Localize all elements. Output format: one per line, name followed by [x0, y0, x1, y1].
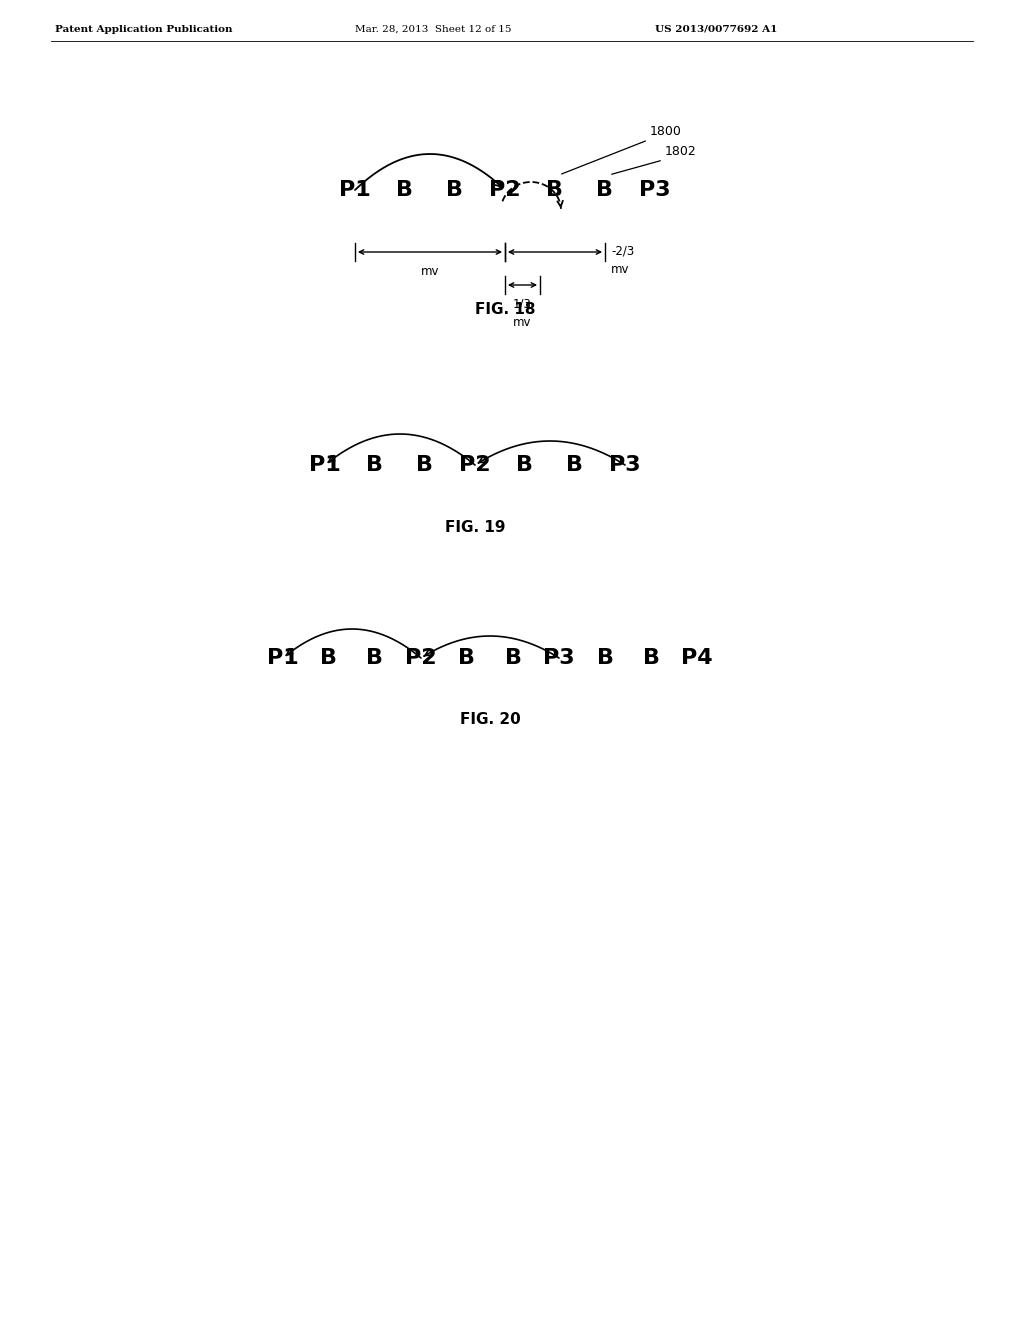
Text: FIG. 18: FIG. 18: [475, 302, 536, 318]
Text: B: B: [505, 648, 521, 668]
Text: mv: mv: [611, 264, 630, 276]
Text: B: B: [642, 648, 659, 668]
Text: 1/3: 1/3: [513, 298, 531, 312]
Text: B: B: [396, 180, 414, 201]
Text: P1: P1: [267, 648, 299, 668]
Text: P1: P1: [309, 455, 341, 475]
Text: P4: P4: [681, 648, 713, 668]
Text: B: B: [459, 648, 475, 668]
Text: B: B: [367, 648, 384, 668]
Text: P2: P2: [489, 180, 521, 201]
Text: B: B: [566, 455, 584, 475]
Text: B: B: [516, 455, 534, 475]
Text: FIG. 19: FIG. 19: [444, 520, 505, 536]
Text: P3: P3: [639, 180, 671, 201]
Text: B: B: [446, 180, 464, 201]
Text: P2: P2: [406, 648, 437, 668]
Text: mv: mv: [421, 265, 439, 279]
Text: B: B: [417, 455, 433, 475]
Text: mv: mv: [513, 315, 531, 329]
Text: US 2013/0077692 A1: US 2013/0077692 A1: [655, 25, 777, 34]
Text: Mar. 28, 2013  Sheet 12 of 15: Mar. 28, 2013 Sheet 12 of 15: [355, 25, 512, 34]
Text: B: B: [597, 180, 613, 201]
Text: 1800: 1800: [650, 125, 682, 139]
Text: Patent Application Publication: Patent Application Publication: [55, 25, 232, 34]
Text: P1: P1: [339, 180, 371, 201]
Text: B: B: [321, 648, 338, 668]
Text: B: B: [367, 455, 384, 475]
Text: 1802: 1802: [665, 145, 696, 158]
Text: P3: P3: [543, 648, 574, 668]
Text: P2: P2: [459, 455, 490, 475]
Text: P3: P3: [609, 455, 641, 475]
Text: FIG. 20: FIG. 20: [460, 713, 520, 727]
Text: B: B: [547, 180, 563, 201]
Text: B: B: [597, 648, 613, 668]
Text: -2/3: -2/3: [611, 244, 634, 257]
